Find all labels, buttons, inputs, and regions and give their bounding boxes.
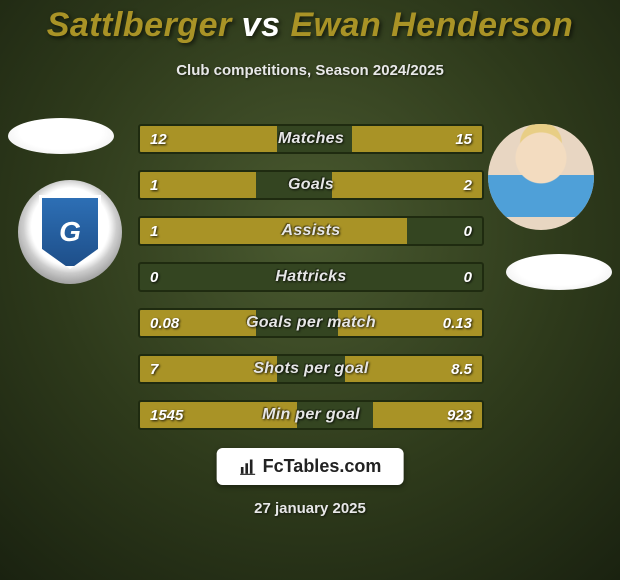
stat-label: Goals bbox=[140, 172, 482, 198]
stat-label: Assists bbox=[140, 218, 482, 244]
date-text: 27 january 2025 bbox=[0, 500, 620, 517]
stats-bars: 1215Matches 12Goals 10Assists 00Hattricks 0.… bbox=[138, 124, 484, 446]
brand-text: FcTables.com bbox=[263, 456, 382, 477]
stat-row: 1545923Min per goal bbox=[138, 400, 484, 430]
placeholder-oval-left bbox=[8, 118, 114, 154]
stat-row: 0.080.13Goals per match bbox=[138, 308, 484, 338]
stat-label: Matches bbox=[140, 126, 482, 152]
stat-row: 10Assists bbox=[138, 216, 484, 246]
stat-label: Goals per match bbox=[140, 310, 482, 336]
club-badge-shield: G bbox=[39, 195, 101, 269]
stat-label: Shots per goal bbox=[140, 356, 482, 382]
player2-name: Ewan Henderson bbox=[290, 6, 573, 44]
stat-row: 1215Matches bbox=[138, 124, 484, 154]
placeholder-oval-right bbox=[506, 254, 612, 290]
club-badge-player1: G bbox=[18, 180, 122, 284]
stat-row: 00Hattricks bbox=[138, 262, 484, 292]
stat-row: 12Goals bbox=[138, 170, 484, 200]
brand-pill[interactable]: FcTables.com bbox=[217, 448, 404, 485]
avatar-player2 bbox=[488, 124, 594, 230]
stat-label: Min per goal bbox=[140, 402, 482, 428]
stat-label: Hattricks bbox=[140, 264, 482, 290]
stat-row: 78.5Shots per goal bbox=[138, 354, 484, 384]
vs-text: vs bbox=[242, 6, 291, 44]
player1-name: Sattlberger bbox=[47, 6, 232, 44]
bar-chart-icon bbox=[239, 458, 257, 476]
subtitle: Club competitions, Season 2024/2025 bbox=[0, 62, 620, 79]
page-title: Sattlberger vs Ewan Henderson bbox=[0, 6, 620, 45]
